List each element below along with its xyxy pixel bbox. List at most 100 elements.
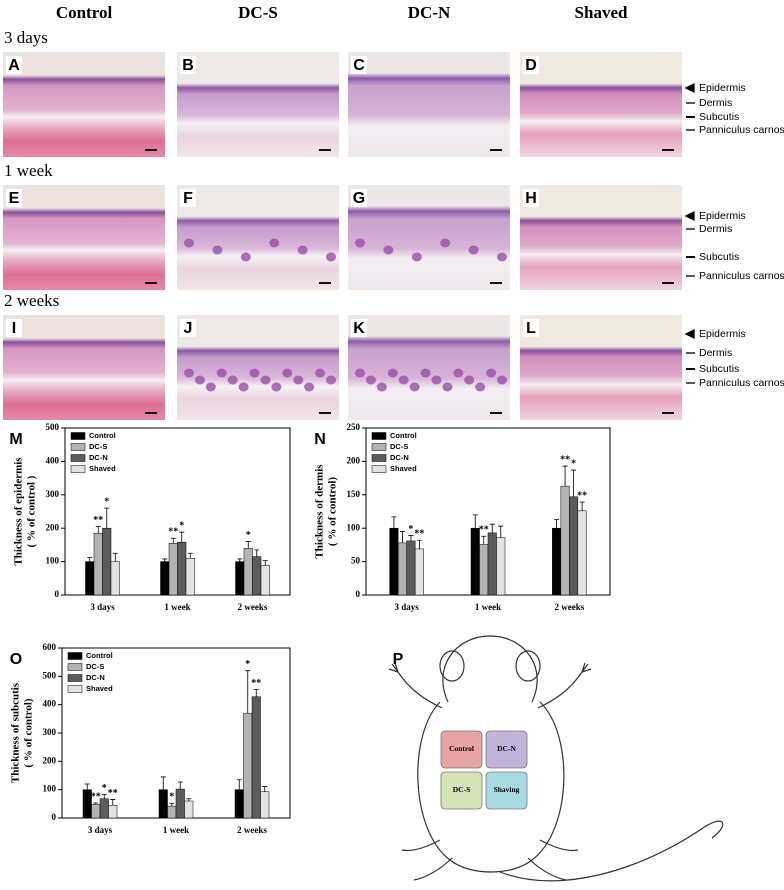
bar xyxy=(160,561,170,596)
bar xyxy=(487,532,497,596)
column-header: DC-N xyxy=(408,3,451,22)
histology-image xyxy=(520,52,682,157)
error-bar xyxy=(399,531,405,543)
x-tick-label: 2 weeks xyxy=(554,602,584,612)
mouse-leg xyxy=(401,839,453,881)
y-axis-title: Thickness of subcutis xyxy=(10,682,22,783)
x-tick-label: 3 days xyxy=(88,825,113,835)
panel-letter: H xyxy=(525,190,537,207)
bar xyxy=(93,532,103,596)
y-tick-label: 500 xyxy=(43,670,57,680)
x-tick-label: 3 days xyxy=(90,602,115,612)
bar xyxy=(414,548,424,596)
legend-label: Shaved xyxy=(86,684,113,693)
mouse-ear xyxy=(515,650,541,682)
gland xyxy=(376,382,387,392)
error-bar xyxy=(87,557,93,562)
panel-letter-bg xyxy=(6,56,22,74)
error-bar xyxy=(170,537,176,544)
region xyxy=(485,730,528,769)
scale-bar xyxy=(490,282,502,284)
significance-label: ** xyxy=(108,788,118,799)
layer-label: Dermis xyxy=(699,223,732,235)
layer-arrow xyxy=(684,210,695,222)
scale-bar xyxy=(662,149,674,151)
y-tick-label: 300 xyxy=(43,727,57,737)
gland xyxy=(269,238,280,248)
significance-label: * xyxy=(571,458,576,469)
region xyxy=(440,730,483,769)
error-bar xyxy=(179,531,185,543)
bar xyxy=(167,805,177,819)
mouse-leg xyxy=(527,839,579,881)
layer-label: Epidermis xyxy=(699,82,746,94)
gland xyxy=(409,382,420,392)
gland xyxy=(431,375,442,385)
gland xyxy=(184,368,194,378)
panel-letter: I xyxy=(12,320,16,337)
y-tick-label: 200 xyxy=(46,522,60,532)
bar xyxy=(560,485,570,596)
layer-label: Panniculus carnosus xyxy=(699,270,784,282)
scale-bar xyxy=(662,412,674,414)
x-tick-label: 1 week xyxy=(164,602,190,612)
bar xyxy=(243,712,253,819)
mouse-head xyxy=(442,635,538,703)
scale-bar xyxy=(145,412,157,414)
gland xyxy=(326,252,336,262)
layer-label: Subcutis xyxy=(699,251,739,263)
panel-letter-bg xyxy=(6,189,22,207)
bar xyxy=(184,800,194,819)
gland xyxy=(271,382,282,392)
panel-letter: F xyxy=(183,190,193,207)
legend-swatch xyxy=(67,663,83,671)
y-axis-title: Thickness of dermis xyxy=(314,464,326,559)
gland xyxy=(387,368,398,378)
error-bar xyxy=(481,535,487,545)
y-tick-label: 100 xyxy=(347,522,361,532)
layer-label: Epidermis xyxy=(699,210,746,222)
panel-letter: G xyxy=(353,190,365,207)
bar xyxy=(406,540,416,596)
region-label: DC-N xyxy=(497,744,516,753)
error-bar xyxy=(162,558,168,562)
gland xyxy=(453,368,464,378)
region xyxy=(485,771,528,810)
error-bar xyxy=(101,794,107,799)
error-bar xyxy=(186,798,192,801)
panel-letter-bg xyxy=(180,56,196,74)
layer-label: Dermis xyxy=(699,347,732,359)
y-tick-label: 250 xyxy=(347,422,361,432)
significance-label: ** xyxy=(479,525,489,536)
gland xyxy=(240,252,251,262)
scale-bar xyxy=(490,149,502,151)
legend-swatch xyxy=(70,465,86,473)
panel-letter: L xyxy=(526,320,536,337)
error-bar xyxy=(245,541,251,549)
legend-label: Shaved xyxy=(390,464,417,473)
error-bar xyxy=(472,514,478,529)
panel-letter: N xyxy=(314,431,326,448)
panel-letter: B xyxy=(182,57,194,74)
layer-arrow xyxy=(684,82,695,94)
significance-label: ** xyxy=(414,529,424,540)
significance-label: * xyxy=(104,496,109,507)
significance-label: * xyxy=(408,524,413,535)
gland xyxy=(238,382,249,392)
histology-image xyxy=(3,52,165,157)
significance-label: ** xyxy=(251,678,261,689)
y-tick-label: 400 xyxy=(46,455,60,465)
bar xyxy=(569,496,579,596)
gland xyxy=(355,238,365,248)
gland xyxy=(227,375,238,385)
significance-label: ** xyxy=(93,515,103,526)
mouse-tail xyxy=(499,820,724,882)
error-bar xyxy=(262,786,268,792)
legend-label: Control xyxy=(89,431,116,440)
gland xyxy=(486,368,497,378)
gland xyxy=(293,375,304,385)
scale-bar xyxy=(145,282,157,284)
bar xyxy=(158,789,168,819)
column-header: Shaved xyxy=(575,3,628,22)
